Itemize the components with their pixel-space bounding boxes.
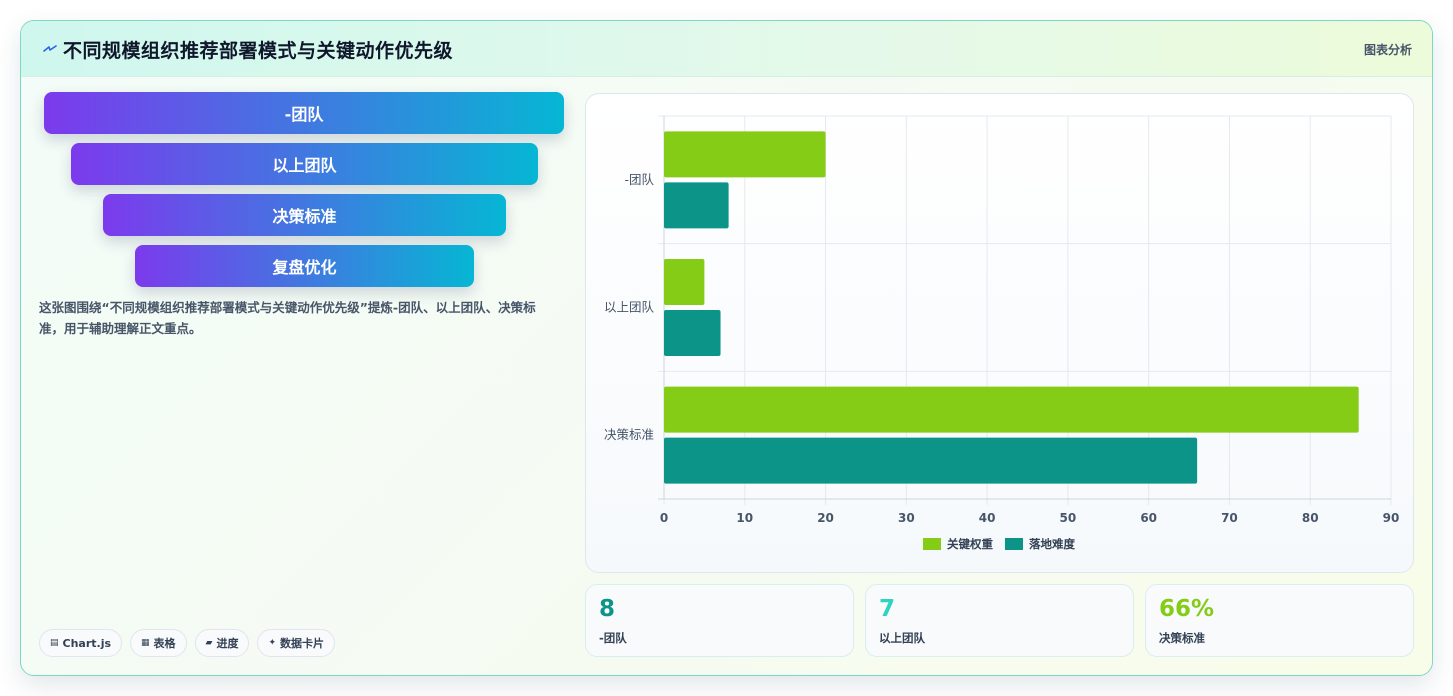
description-text: 这张图围绕“不同规模组织推荐部署模式与关键动作优先级”提炼-团队、以上团队、决策… [39, 300, 536, 336]
x-tick-label: 90 [1383, 511, 1400, 525]
chip-label: 数据卡片 [280, 637, 325, 650]
bar [664, 386, 1359, 433]
chip-data-card[interactable]: ✦ 数据卡片 [257, 629, 336, 657]
chart-icon: ▤ [50, 638, 59, 648]
x-tick-label: 30 [898, 511, 915, 525]
chip-label: 进度 [216, 637, 239, 650]
x-tick-label: 40 [979, 511, 996, 525]
header: 不同规模组织推荐部署模式与关键动作优先级 图表分析 [21, 21, 1432, 77]
stat-card: 8 -团队 [585, 584, 854, 657]
x-tick-label: 20 [817, 511, 834, 525]
bar [664, 310, 721, 356]
stat-card: 66% 决策标准 [1145, 584, 1414, 657]
funnel-step: -团队 [44, 92, 564, 134]
chip-progress[interactable]: ▰ 进度 [194, 629, 250, 657]
funnel-step-label: -团队 [284, 105, 324, 124]
page-title: 不同规模组织推荐部署模式与关键动作优先级 [63, 40, 454, 62]
stat-value: 8 [599, 596, 616, 622]
stat-value: 66% [1159, 596, 1215, 622]
x-tick-label: 10 [736, 511, 753, 525]
stat-card: 7 以上团队 [865, 584, 1134, 657]
main-card: 不同规模组织推荐部署模式与关键动作优先级 图表分析 -团队 以上团队 决策标准 … [20, 20, 1433, 676]
lightning-icon [43, 45, 57, 52]
stat-label: 以上团队 [879, 631, 925, 645]
chart-analysis-tag[interactable]: 图表分析 [1363, 43, 1412, 57]
x-tick-label: 70 [1221, 511, 1238, 525]
funnel-step-label: 以上团队 [272, 156, 337, 175]
funnel-step-label: 决策标准 [272, 207, 337, 226]
funnel-step-label: 复盘优化 [272, 258, 337, 277]
y-category-label: 以上团队 [604, 300, 655, 315]
x-tick-label: 0 [660, 511, 668, 525]
sparkle-icon: ✦ [268, 638, 277, 648]
x-tick-label: 60 [1140, 511, 1157, 525]
progress-icon: ▰ [205, 638, 213, 648]
legend-label: 落地难度 [1029, 537, 1075, 551]
bar [664, 259, 705, 305]
stat-label: 决策标准 [1159, 631, 1205, 645]
funnel-step: 以上团队 [71, 143, 538, 185]
legend-swatch [1005, 538, 1023, 550]
legend-swatch [923, 538, 941, 550]
chip-label: 表格 [153, 637, 176, 650]
y-category-label: -团队 [624, 172, 654, 187]
bar [664, 131, 826, 178]
legend-label: 关键权重 [947, 537, 993, 551]
funnel-step: 决策标准 [103, 194, 506, 236]
y-category-label: 决策标准 [604, 427, 654, 442]
chip-chartjs[interactable]: ▤ Chart.js [39, 629, 123, 657]
x-tick-label: 80 [1302, 511, 1319, 525]
bar [664, 437, 1198, 484]
tech-chips: ▤ Chart.js ▦ 表格 ▰ 进度 ✦ 数据卡片 [39, 629, 336, 657]
chip-label: Chart.js [62, 636, 112, 650]
stat-label: -团队 [599, 631, 627, 645]
chart-panel: 0 10 20 30 40 50 60 70 80 90 -团队以上团队决策标准关键权重 落地难度 [585, 93, 1414, 573]
stat-value: 7 [879, 596, 896, 622]
bar [664, 182, 729, 229]
table-icon: ▦ [141, 638, 150, 648]
chip-table[interactable]: ▦ 表格 [130, 629, 187, 657]
funnel-step: 复盘优化 [135, 245, 474, 287]
x-tick-label: 50 [1060, 511, 1077, 525]
